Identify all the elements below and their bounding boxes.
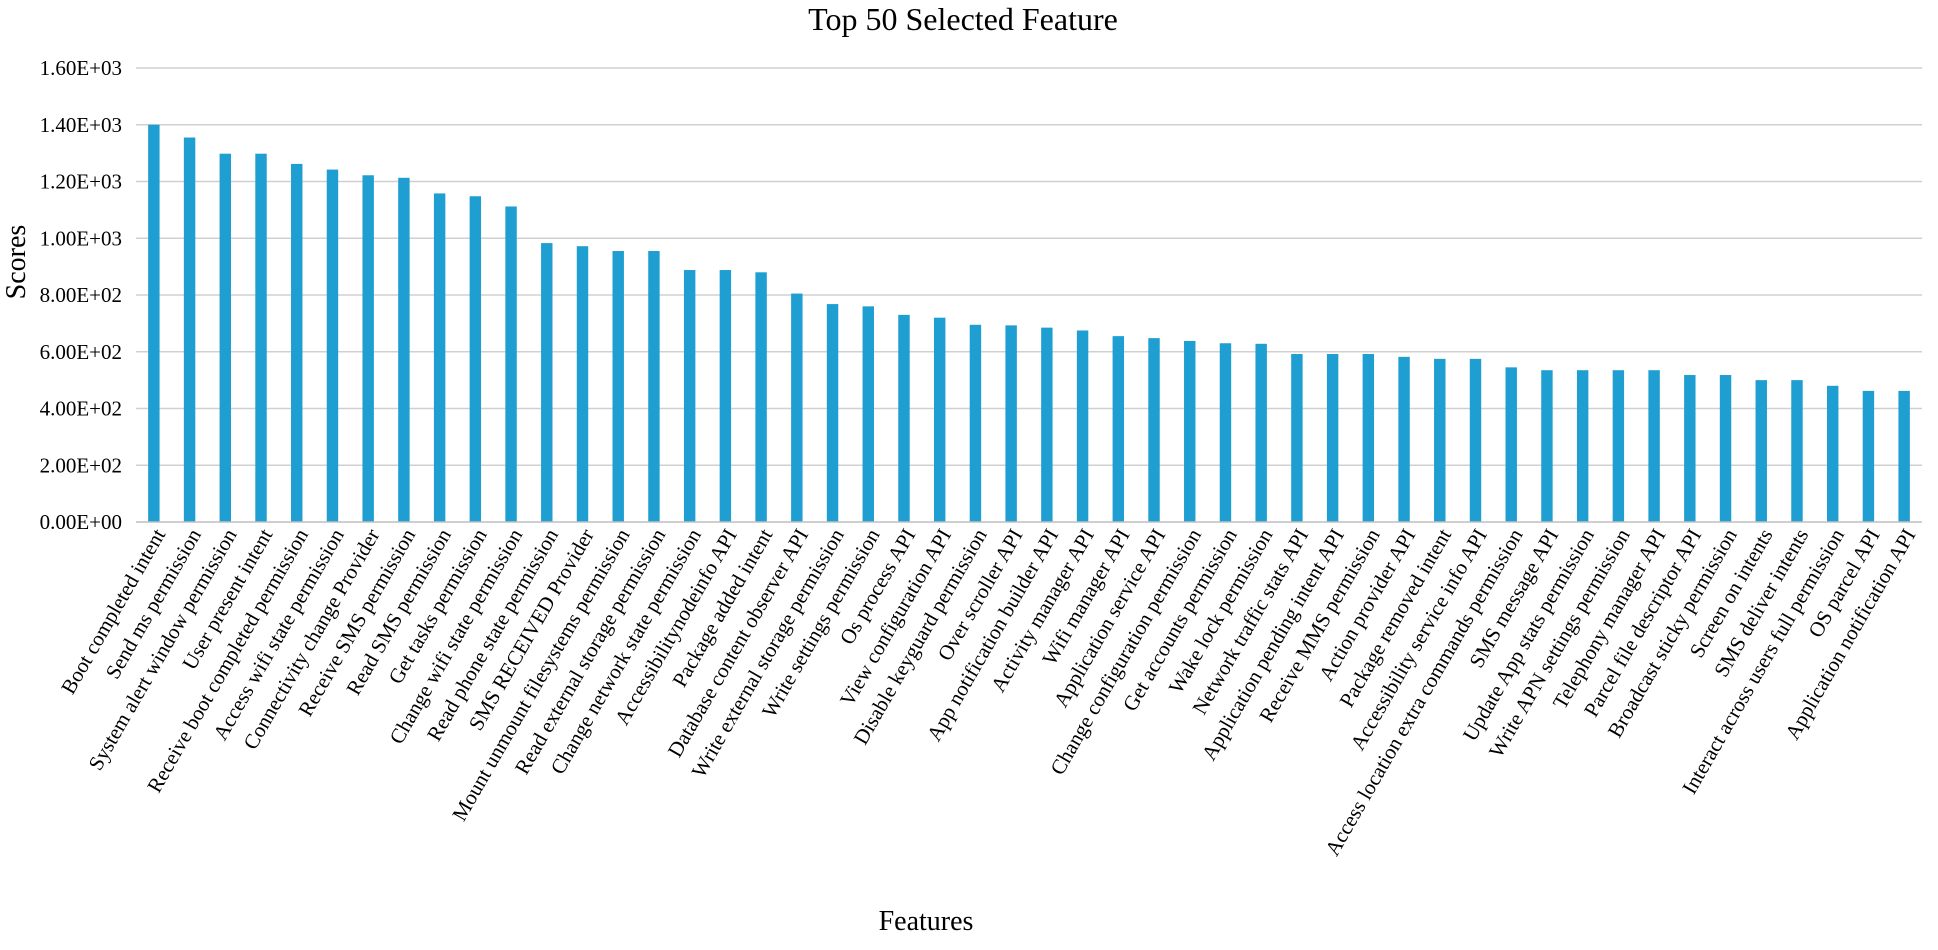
bar	[898, 314, 910, 522]
y-tick-label: 1.40E+03	[40, 113, 122, 137]
bar	[1076, 330, 1089, 522]
bar	[1791, 380, 1803, 522]
bar	[219, 153, 232, 522]
bar	[326, 169, 339, 522]
y-tick-label: 1.00E+03	[40, 226, 122, 250]
bar	[1469, 358, 1482, 522]
y-tick-label: 1.20E+03	[40, 170, 122, 194]
bar	[1648, 370, 1660, 522]
gridlines	[136, 67, 1922, 466]
bar	[826, 304, 839, 522]
bar	[791, 293, 803, 522]
bar	[755, 272, 767, 522]
bar	[1612, 370, 1625, 522]
y-axis-title: Scores	[1, 225, 32, 300]
bar	[362, 175, 374, 522]
bar	[1719, 375, 1732, 522]
bar	[1148, 338, 1160, 522]
bar	[148, 124, 160, 522]
bar	[1826, 385, 1839, 522]
bar	[1184, 340, 1196, 522]
y-tick-label: 2.00E+02	[40, 453, 122, 477]
bar	[1005, 325, 1017, 522]
bar	[505, 206, 517, 522]
bar	[1219, 343, 1232, 522]
bar	[969, 324, 982, 522]
bar	[1255, 343, 1267, 522]
bar	[1041, 327, 1053, 522]
bar	[398, 177, 410, 522]
chart-title: Top 50 Selected Feature	[808, 1, 1118, 37]
bar	[255, 153, 267, 522]
bar	[1541, 370, 1553, 522]
y-tick-label: 1.60E+03	[40, 56, 122, 80]
bar	[291, 163, 303, 522]
bar	[1684, 375, 1696, 522]
y-tick-label: 0.00E+00	[40, 510, 122, 534]
bar	[469, 196, 482, 522]
bar	[933, 317, 946, 522]
bar	[862, 306, 874, 522]
y-tick-label: 6.00E+02	[40, 340, 122, 364]
bar	[183, 137, 196, 523]
x-axis-title: Features	[879, 906, 974, 937]
bar	[1755, 380, 1767, 522]
bar	[1291, 354, 1303, 522]
bar	[1505, 367, 1517, 522]
y-tick-label: 8.00E+02	[40, 283, 122, 307]
bar	[576, 246, 589, 522]
y-tick-label: 4.00E+02	[40, 397, 122, 421]
bar	[648, 251, 660, 523]
bar	[433, 193, 446, 523]
bar	[541, 243, 553, 523]
bar	[1434, 358, 1446, 522]
bar	[1576, 370, 1589, 522]
bar	[1112, 336, 1125, 522]
bar	[1862, 390, 1875, 522]
y-axis-ticks: 0.00E+00 2.00E+02 4.00E+02 6.00E+02 8.00E+02…	[40, 56, 122, 534]
bars	[148, 124, 1910, 523]
bar	[1898, 390, 1910, 522]
bar	[683, 270, 696, 522]
bar	[1398, 356, 1410, 522]
bar	[612, 251, 624, 523]
bar	[719, 270, 732, 522]
bar	[1362, 354, 1375, 522]
bar	[1326, 354, 1339, 522]
